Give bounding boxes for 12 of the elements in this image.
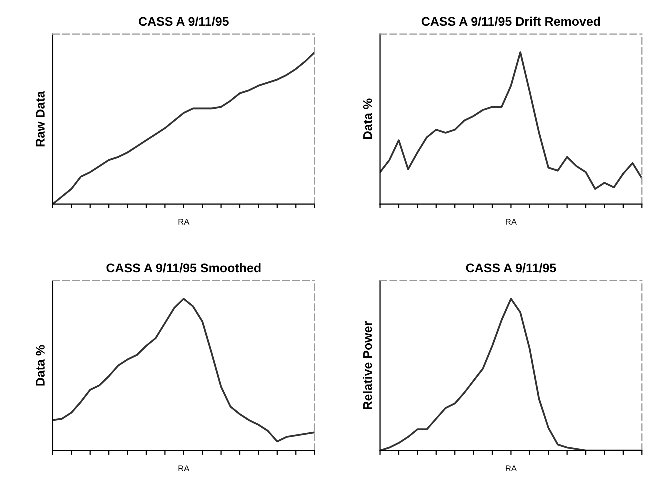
x-axis-title: RA [178, 219, 190, 225]
chart-title: CASS A 9/11/95 [139, 16, 229, 26]
x-axis-title: RA [506, 219, 517, 225]
y-axis-title: Relative Power [363, 322, 372, 410]
y-axis-title: Raw Data [36, 91, 45, 147]
y-axis-title: Data % [363, 98, 372, 140]
chart-title: CASS A 9/11/95 Drift Removed [422, 16, 600, 26]
chart-title: CASS A 9/11/95 Smoothed [106, 263, 261, 273]
chart-title: CASS A 9/11/95 [466, 263, 556, 273]
x-axis-title: RA [506, 466, 517, 472]
x-axis-title: RA [178, 466, 190, 472]
y-axis-title: Data % [36, 345, 45, 386]
